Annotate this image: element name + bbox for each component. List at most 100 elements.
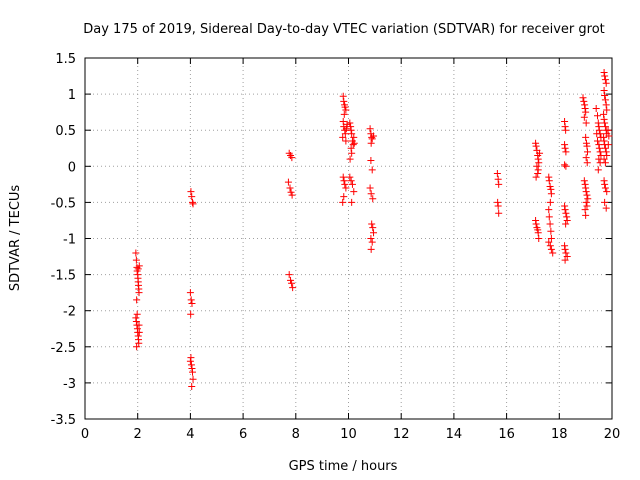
data-point xyxy=(582,188,590,196)
data-point xyxy=(583,191,591,199)
data-point xyxy=(348,130,356,138)
y-tick-labels: 1.5 1 0.5 0 -0.5 -1 -1.5 -2 -2.5 -3 -3.5 xyxy=(51,52,76,428)
data-point xyxy=(340,110,348,118)
data-point xyxy=(350,139,358,147)
data-point xyxy=(600,86,608,94)
data-point xyxy=(132,256,140,264)
data-point xyxy=(187,354,195,362)
x-tick-label: 4 xyxy=(186,427,194,442)
data-point xyxy=(561,242,569,250)
data-point xyxy=(561,161,569,169)
grid xyxy=(85,58,612,419)
data-point xyxy=(582,119,590,127)
data-point xyxy=(339,173,347,181)
y-tick-label: 0.5 xyxy=(55,124,76,139)
data-point xyxy=(533,162,541,170)
y-tick-label: -0.5 xyxy=(51,196,76,211)
data-point xyxy=(582,139,590,147)
y-tick-label: -1.5 xyxy=(51,269,76,284)
data-point xyxy=(562,148,570,156)
x-tick-label: 8 xyxy=(292,427,300,442)
data-point xyxy=(366,184,374,192)
data-point xyxy=(561,206,569,214)
data-point xyxy=(347,144,355,152)
y-tick-label: -3 xyxy=(63,377,76,392)
x-axis-label: GPS time / hours xyxy=(289,459,398,474)
y-tick-label: 1.5 xyxy=(55,52,76,67)
data-point xyxy=(534,226,542,234)
data-point xyxy=(339,133,347,141)
x-tick-label: 12 xyxy=(393,427,410,442)
data-point xyxy=(601,144,609,152)
data-point xyxy=(494,175,502,183)
data-point xyxy=(187,310,195,318)
data-point xyxy=(602,148,610,156)
data-point xyxy=(601,92,609,100)
data-point xyxy=(593,130,601,138)
data-point xyxy=(369,195,377,203)
data-point xyxy=(494,198,502,206)
data-point xyxy=(340,97,348,105)
data-point xyxy=(133,296,141,304)
data-point xyxy=(562,249,570,257)
data-point xyxy=(532,216,540,224)
data-point xyxy=(534,166,542,174)
data-point xyxy=(546,220,554,228)
data-point xyxy=(346,155,354,163)
data-point xyxy=(367,235,375,242)
data-point xyxy=(342,106,350,114)
data-point xyxy=(349,141,357,149)
data-point xyxy=(561,256,569,264)
data-point xyxy=(339,92,347,100)
data-point xyxy=(583,202,591,210)
data-point xyxy=(562,220,570,228)
data-point xyxy=(545,206,553,214)
data-point xyxy=(341,180,349,188)
data-point xyxy=(600,177,608,185)
data-point xyxy=(561,123,569,131)
data-point xyxy=(601,198,609,206)
data-point xyxy=(584,195,592,203)
data-point xyxy=(595,144,603,152)
data-point xyxy=(368,238,376,246)
data-point xyxy=(532,220,540,228)
data-point xyxy=(342,184,350,192)
data-point xyxy=(581,105,589,113)
data-point xyxy=(342,137,350,145)
data-point xyxy=(547,235,555,242)
y-tick-label: -3.5 xyxy=(51,413,76,428)
data-point xyxy=(133,343,141,351)
x-tick-label: 16 xyxy=(498,427,515,442)
data-point xyxy=(135,328,143,336)
data-point xyxy=(532,142,540,150)
data-point xyxy=(370,229,378,237)
data-point xyxy=(536,149,544,157)
chart-title: Day 175 of 2019, Sidereal Day-to-day VTE… xyxy=(83,22,605,37)
x-tick-label: 2 xyxy=(134,427,142,442)
data-point xyxy=(348,198,356,206)
data-point xyxy=(603,106,611,114)
data-point xyxy=(286,184,294,192)
data-point xyxy=(595,126,603,134)
data-point xyxy=(600,115,608,123)
x-tick-label: 10 xyxy=(340,427,357,442)
data-point xyxy=(595,123,603,131)
data-point xyxy=(133,310,141,318)
data-point xyxy=(582,108,590,116)
data-point xyxy=(561,245,569,253)
data-point xyxy=(495,180,503,188)
data-point xyxy=(594,137,602,145)
data-point xyxy=(368,135,376,143)
data-point xyxy=(545,173,553,181)
data-point xyxy=(601,184,609,192)
data-point xyxy=(600,133,608,141)
data-point xyxy=(347,177,355,185)
data-point xyxy=(582,184,590,192)
data-point xyxy=(562,126,570,134)
data-point xyxy=(594,112,602,120)
data-point xyxy=(188,364,196,372)
data-point xyxy=(594,166,602,174)
data-point xyxy=(602,79,610,87)
data-point xyxy=(600,110,608,118)
